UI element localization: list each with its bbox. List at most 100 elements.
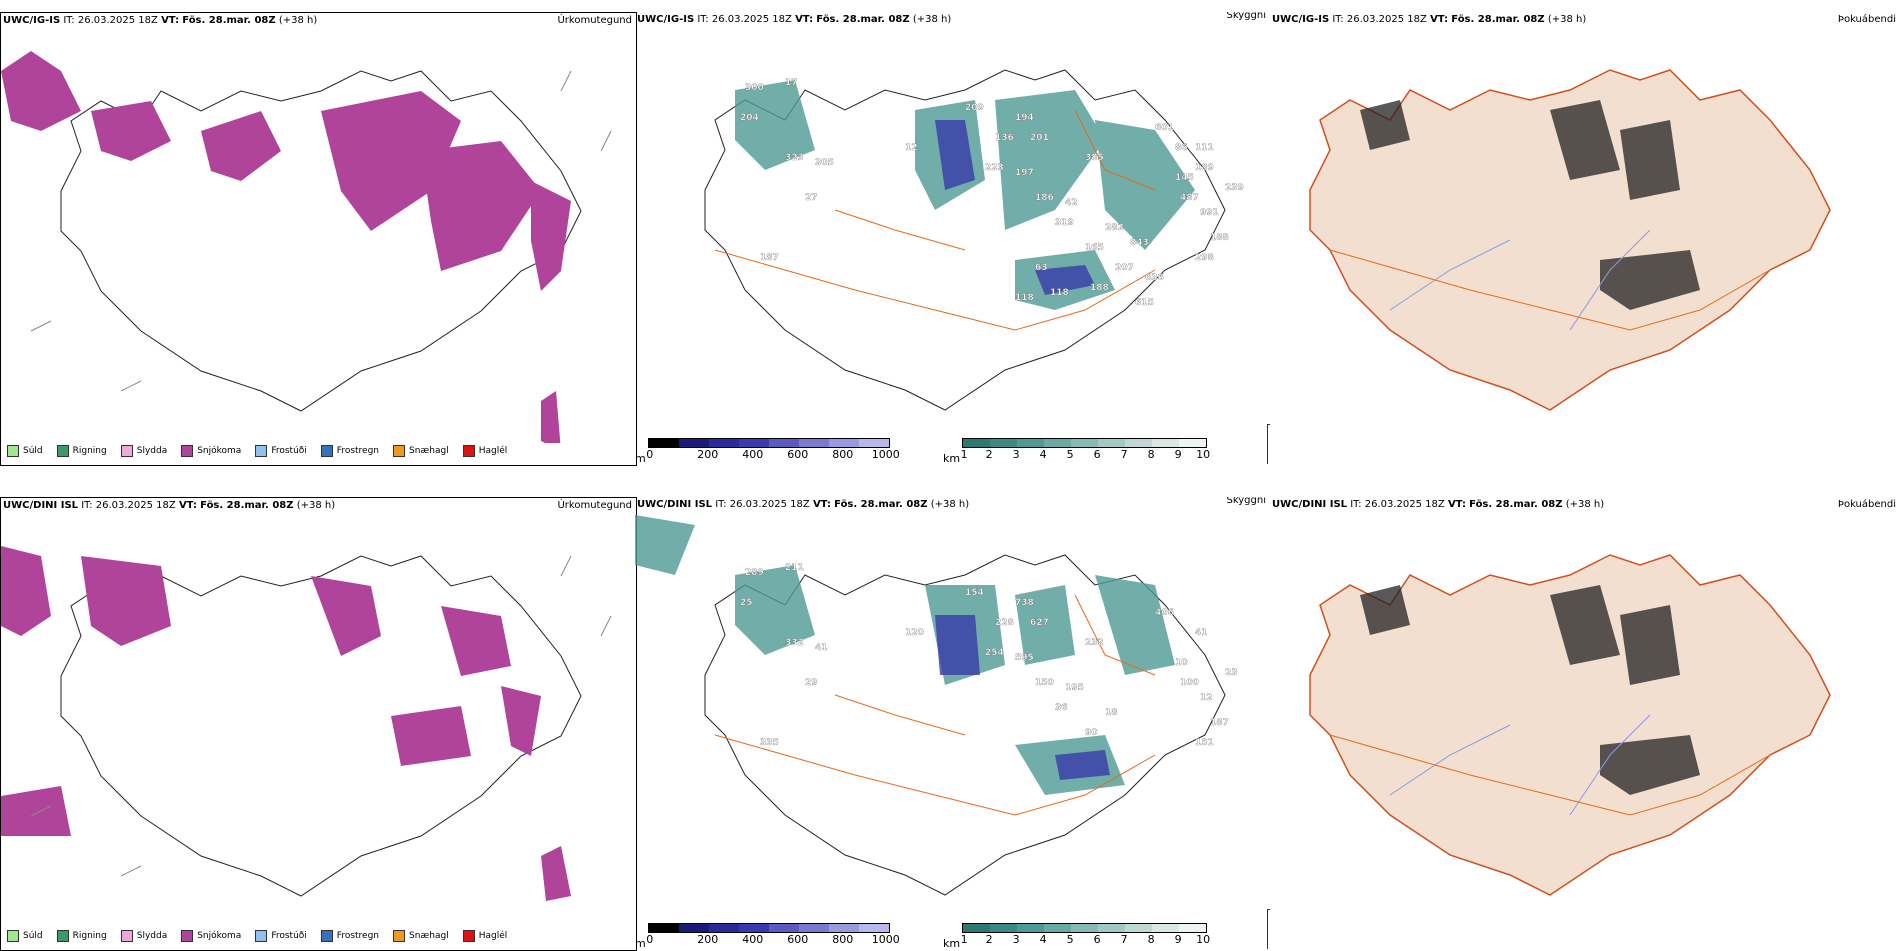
vis-areas [735, 80, 1195, 310]
panel-title: UWC/IG-IS IT: 26.03.2025 18Z VT: Fös. 28… [3, 15, 317, 26]
depth-colorbar [647, 438, 890, 448]
snow-depth-label: 188 [1210, 233, 1229, 243]
precip-map [1, 51, 612, 443]
snow-depth-label: 991 [1200, 208, 1219, 218]
snow-depth-label: 23 [1225, 668, 1238, 678]
snow-depth-label: 228 [995, 618, 1014, 628]
roads [714, 109, 1156, 331]
lead-time: (+38 h) [278, 15, 318, 26]
legend-swatch [56, 930, 69, 942]
depth-tick: 800 [832, 933, 854, 946]
snow-depth-label: 487 [1180, 193, 1199, 203]
coastline [60, 70, 582, 412]
vis-areas [635, 515, 1175, 795]
legend-item: Rigning [56, 930, 107, 942]
snow-depth-label: 10 [1175, 658, 1188, 668]
snow-areas [1, 51, 571, 443]
depth-tick: 400 [742, 933, 764, 946]
vis-tick: 7 [1120, 448, 1128, 461]
snow-depth-label: 25 [740, 598, 753, 608]
roads [1329, 249, 1771, 331]
legend-swatch [393, 445, 406, 457]
vt-label: VT: [178, 500, 197, 511]
panel-type-label: Þokuábendi [1837, 499, 1896, 510]
snow-depth-label: 223 [985, 163, 1004, 173]
legend-item: Slydda [120, 445, 167, 457]
vis-tick: 6 [1093, 933, 1101, 946]
snow-depth-label: 636 [1145, 273, 1164, 283]
snow-depth-label: 201 [1030, 133, 1049, 143]
fog-map [1309, 69, 1831, 411]
vis-tick: 4 [1039, 933, 1047, 946]
precip-type-panel-1: UWC/IG-IS IT: 26.03.2025 18Z VT: Fös. 28… [0, 12, 637, 466]
rivers [1389, 229, 1651, 331]
precip-type-panel-2: UWC/DINI ISL IT: 26.03.2025 18Z VT: Fös.… [0, 497, 637, 951]
valid-time: Fös. 28.mar. 08Z [200, 500, 294, 511]
legend-swatch [7, 930, 19, 942]
snow-depth-label: 42 [1065, 198, 1078, 208]
legend-item: Frostregn [320, 445, 379, 457]
legend-swatch [120, 445, 133, 457]
snow-depth-label: 189 [1195, 163, 1214, 173]
depth-tick: 400 [742, 448, 764, 461]
snow-depth-label: 150 [1035, 678, 1054, 688]
fog-panel-2: UWC/DINI ISL IT: 26.03.2025 18Z VT: Fös.… [1270, 497, 1900, 949]
panel-title: UWC/DINI ISL IT: 26.03.2025 18Z VT: Fös.… [1272, 499, 1605, 510]
legend-item: Rigning [56, 445, 107, 457]
legend-item: Snæhagl [393, 930, 449, 942]
vis-tick: 8 [1147, 448, 1155, 461]
snow-depth-label: 41 [815, 643, 828, 653]
snow-depth-label: 406 [1155, 608, 1174, 618]
legend-item: Frostúði [255, 445, 307, 457]
vis-scale: km 1 2 3 4 5 6 7 8 9 [943, 923, 1210, 949]
snow-depth-label: 118 [1050, 288, 1069, 298]
snow-depth-label: 100 [1180, 678, 1199, 688]
depth-tick: 600 [787, 933, 809, 946]
snow-depth-label: 232 [1085, 638, 1104, 648]
legend-swatch [320, 445, 333, 457]
snow-depth-label: 207 [1115, 263, 1134, 273]
legend-item: Snæhagl [393, 445, 449, 457]
snow-depth-label: 595 [1015, 653, 1034, 663]
legend-item: Frostregn [320, 930, 379, 942]
vis-tick: 10 [1196, 448, 1211, 461]
depth-unit: m [635, 452, 646, 464]
vis-unit: km [943, 452, 961, 464]
legend-swatch [7, 445, 19, 457]
visibility-panel-2: UWC/DINI ISL IT: 26.03.2025 18Z VT: Fös.… [635, 497, 1270, 949]
snow-depth-label: 29 [805, 678, 818, 688]
snow-depth-label: 12 [1200, 693, 1213, 703]
snow-depth-label: 843 [1130, 238, 1149, 248]
vis-tick: 9 [1174, 933, 1182, 946]
snow-depth-label: 300 [745, 83, 764, 93]
fog-areas [1360, 585, 1700, 795]
vt-label: VT: [161, 15, 180, 26]
vis-tick: 7 [1120, 933, 1128, 946]
rivers [1389, 714, 1651, 816]
vis-tick: 9 [1174, 448, 1182, 461]
vis-tick: 1 [960, 448, 968, 461]
snow-depth-label: 323 [785, 153, 804, 163]
panel-type-label: Úrkomutegund [557, 500, 632, 511]
depth-tick: 0 [646, 448, 654, 461]
wind-barbs [30, 70, 612, 392]
vis-tick: 3 [1012, 448, 1020, 461]
snow-areas [1, 546, 571, 901]
fog-map [1309, 554, 1831, 896]
depth-tick: 0 [646, 933, 654, 946]
panel-type-label: Þokuábendi [1837, 14, 1896, 25]
panel-title: UWC/IG-IS IT: 26.03.2025 18Z VT: Fös. 28… [1272, 14, 1587, 25]
vis-unit: km [943, 937, 961, 949]
vis-tick: 2 [985, 933, 993, 946]
vis-tick: 5 [1066, 448, 1074, 461]
snow-depth-label: 187 [1210, 718, 1229, 728]
snow-depth-label: 111 [1195, 143, 1214, 153]
depth-tick: 1000 [871, 448, 900, 461]
roads [714, 594, 1156, 816]
legend-item: Haglél [462, 445, 507, 457]
depth-areas [935, 120, 1095, 295]
vis-tick: 3 [1012, 933, 1020, 946]
snow-depth-label: 211 [785, 563, 804, 573]
snow-depth-label: 17 [785, 78, 798, 88]
vis-tick: 8 [1147, 933, 1155, 946]
